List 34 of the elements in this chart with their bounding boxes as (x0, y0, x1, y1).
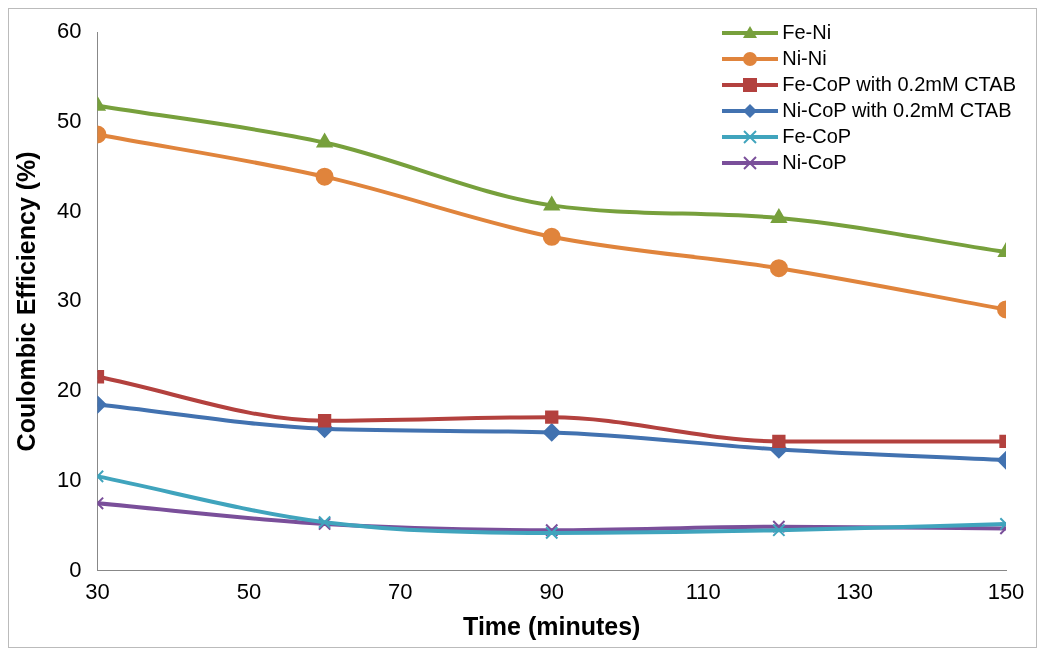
legend-label: Fe-CoP (782, 125, 852, 148)
point (315, 167, 334, 186)
y-tick-label: 40 (56, 197, 82, 223)
y-tick-label: 20 (56, 377, 82, 403)
y-axis-title: Coulombic Efficiency (%) (11, 151, 40, 452)
point (317, 414, 332, 428)
y-tick-label: 30 (56, 287, 82, 313)
legend-label: Ni-CoP (782, 151, 847, 174)
legend-label: Fe-CoP with 0.2mM CTAB (782, 73, 1016, 96)
x-tick-label: 110 (685, 578, 721, 604)
legend-label: Ni-Ni (782, 47, 827, 70)
x-tick-label: 130 (836, 578, 873, 604)
point (542, 227, 561, 246)
x-axis-title: Time (minutes) (463, 611, 641, 640)
y-tick-label: 50 (56, 108, 82, 133)
x-tick-label: 150 (987, 578, 1025, 604)
x-tick-label: 50 (236, 578, 262, 604)
legend-label: Fe-Ni (782, 21, 832, 44)
x-tick-label: 90 (539, 578, 564, 604)
point (769, 259, 788, 278)
point (772, 434, 786, 449)
x-tick-label: 30 (85, 578, 110, 604)
x-tick-label: 70 (388, 578, 413, 604)
point (772, 519, 786, 534)
y-tick-label: 0 (69, 556, 82, 582)
point (543, 196, 560, 211)
point (770, 208, 787, 223)
point (542, 423, 561, 442)
y-tick-label: 10 (56, 466, 82, 492)
point (772, 523, 786, 537)
point (316, 133, 333, 148)
y-tick-label: 60 (56, 18, 82, 44)
legend-label: Ni-CoP with 0.2mM CTAB (782, 99, 1012, 122)
point (545, 410, 559, 424)
